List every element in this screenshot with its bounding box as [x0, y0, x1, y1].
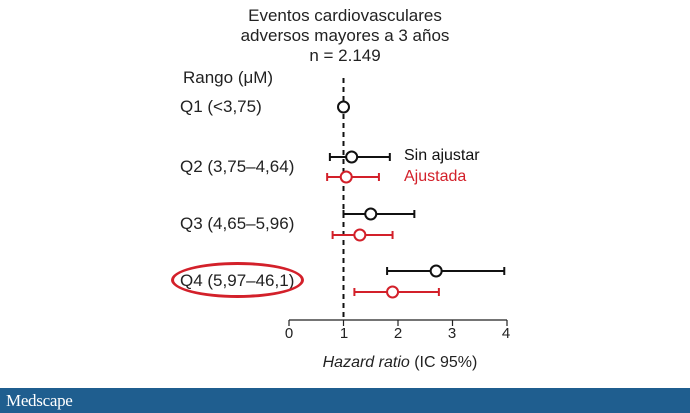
x-tick-label-0: 0 — [284, 325, 294, 342]
category-label-q2: Q2 (3,75–4,64) — [180, 157, 295, 176]
chart-title-line-1: Eventos cardiovasculares — [248, 6, 442, 25]
q4-highlight-ellipse — [171, 262, 304, 298]
legend-label-sin-ajustar: Sin ajustar — [404, 147, 480, 164]
point-series-0-cat-3 — [429, 264, 443, 278]
plot-area — [288, 78, 508, 326]
x-tick-label-2: 2 — [393, 325, 403, 342]
point-series-1-cat-3 — [386, 285, 400, 299]
category-header: Rango (μM) — [183, 68, 274, 87]
medscape-logo[interactable]: Medscape — [6, 391, 73, 410]
category-label-q1: Q1 (<3,75) — [180, 97, 262, 116]
x-axis-label: Hazard ratio (IC 95%) — [290, 354, 510, 372]
point-series-0-cat-1 — [345, 150, 359, 164]
point-series-1-cat-2 — [353, 228, 367, 242]
forest-plot: Eventos cardiovasculares adversos mayore… — [171, 6, 511, 372]
x-tick-label-4: 4 — [501, 325, 511, 342]
point-series-1-cat-1 — [339, 170, 353, 184]
x-tick-label-1: 1 — [339, 325, 349, 342]
point-series-0-cat-0 — [337, 100, 350, 114]
chart-title-line-3: n = 2.149 — [309, 46, 381, 65]
x-axis-label-rest: (IC 95%) — [409, 354, 478, 371]
footer-bar: Medscape — [0, 388, 690, 413]
chart-title-line-2: adversos mayores a 3 años — [240, 26, 450, 45]
x-axis-label-italic: Hazard ratio — [322, 354, 410, 371]
x-tick-label-3: 3 — [447, 325, 457, 342]
legend-label-ajustada: Ajustada — [404, 168, 467, 185]
point-series-0-cat-2 — [364, 207, 378, 221]
category-label-q3: Q3 (4,65–5,96) — [180, 214, 295, 233]
